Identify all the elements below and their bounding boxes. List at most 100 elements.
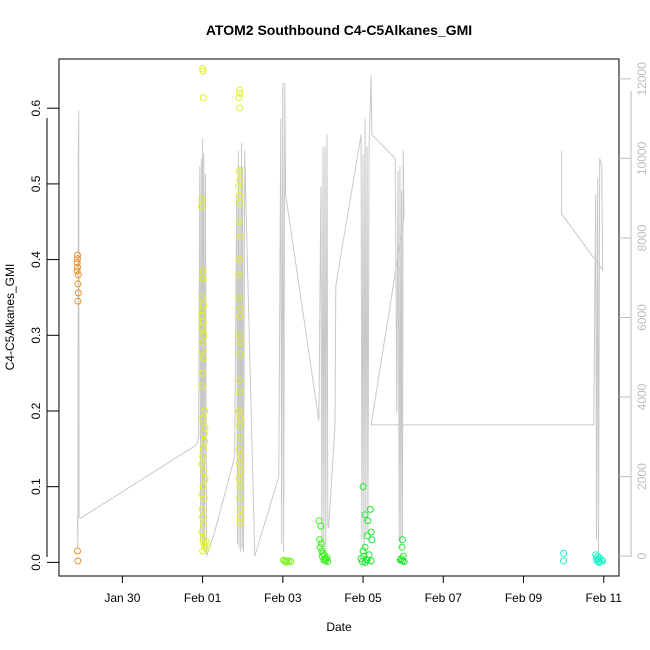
x-axis-label: Date <box>326 620 352 634</box>
altitude-trace <box>77 74 604 557</box>
data-point <box>199 354 207 362</box>
data-point <box>236 104 243 112</box>
data-point <box>236 452 244 460</box>
data-point <box>199 369 207 377</box>
data-point <box>199 275 207 282</box>
data-point <box>364 517 372 525</box>
data-point <box>199 536 207 544</box>
data-point <box>236 256 243 264</box>
x-tick-label: Feb 09 <box>505 591 543 605</box>
data-point <box>363 556 371 564</box>
data-point <box>198 195 206 203</box>
y2-tick-label: 12000 <box>635 62 649 96</box>
data-point <box>74 263 81 271</box>
data-point <box>596 558 604 566</box>
data-point <box>74 271 82 279</box>
data-point <box>198 528 206 536</box>
y-tick-label: 0.0 <box>29 554 43 571</box>
x-tick-label: Feb 05 <box>344 591 382 605</box>
data-point <box>236 312 244 320</box>
x-axis: Jan 30 Feb 01 Feb 03 Feb 05 Feb 07 Feb 09 Feb … <box>104 575 623 605</box>
data-point <box>237 468 245 475</box>
data-point <box>280 556 288 564</box>
data-point <box>236 494 243 502</box>
data-point <box>362 555 370 563</box>
data-point <box>73 259 81 267</box>
data-point <box>235 167 243 175</box>
data-point <box>400 558 408 566</box>
x-tick-label: Jan 30 <box>104 591 140 605</box>
data-point <box>199 415 207 423</box>
data-point <box>363 532 371 540</box>
data-point <box>236 415 244 423</box>
chart-title: ATOM2 Southbound C4-C5Alkanes_GMI <box>206 22 472 38</box>
y2-tick-label: 4000 <box>635 383 649 410</box>
data-point <box>236 305 244 313</box>
data-point <box>317 522 325 530</box>
data-point <box>236 460 243 468</box>
y-tick-label: 0.2 <box>29 402 43 419</box>
data-point <box>236 483 244 491</box>
data-point <box>361 543 369 551</box>
y2-tick-label: 6000 <box>635 304 649 331</box>
y2-tick-label: 8000 <box>635 224 649 251</box>
data-point <box>199 547 207 555</box>
data-point <box>398 543 406 551</box>
data-point <box>235 407 243 415</box>
data-point <box>198 460 206 468</box>
data-point <box>199 94 207 102</box>
data-point <box>359 547 367 555</box>
data-point <box>595 558 603 566</box>
data-point <box>73 267 81 275</box>
data-point <box>200 494 208 502</box>
data-point <box>198 293 206 301</box>
data-point <box>236 350 244 358</box>
x-tick-label: Feb 11 <box>586 591 623 605</box>
data-point <box>237 339 245 347</box>
x-tick-label: Feb 01 <box>184 591 222 605</box>
y-tick-label: 0.4 <box>29 251 43 268</box>
y-axis-label: C4-C5Alkanes_GMI <box>3 264 17 371</box>
data-point <box>200 430 208 438</box>
data-point <box>199 452 207 460</box>
data-point <box>235 475 243 483</box>
data-point <box>235 182 243 190</box>
data-point <box>74 547 81 555</box>
data-point <box>201 475 209 483</box>
y-tick-label: 0.3 <box>29 327 43 344</box>
data-point <box>358 558 366 566</box>
data-point <box>236 191 243 199</box>
data-point <box>235 445 243 453</box>
data-point <box>361 511 369 519</box>
data-point <box>199 513 207 521</box>
x-tick-label: Feb 03 <box>264 591 302 605</box>
y-tick-label: 0.5 <box>29 175 43 192</box>
data-point <box>235 293 243 301</box>
data-point <box>200 331 208 339</box>
data-point <box>200 468 208 475</box>
data-point <box>283 557 291 565</box>
data-point <box>74 557 82 565</box>
data-point <box>74 251 81 259</box>
data-point <box>361 558 369 566</box>
data-point <box>235 94 243 102</box>
data-point <box>203 543 211 551</box>
data-point <box>236 422 243 430</box>
data-point <box>198 346 206 354</box>
data-point <box>236 388 244 396</box>
data-point <box>560 557 568 565</box>
data-point <box>560 549 568 557</box>
y-axis-left: 0.0 0.1 0.2 0.3 0.4 0.5 0.6 <box>29 100 59 571</box>
data-point <box>235 271 243 279</box>
data-point <box>316 536 324 544</box>
plot-frame <box>58 58 620 577</box>
data-point <box>201 407 209 415</box>
altitude-line <box>77 74 604 557</box>
data-point <box>198 324 206 332</box>
data-point <box>199 67 207 75</box>
data-point <box>236 86 243 94</box>
data-point <box>199 339 207 347</box>
data-point <box>367 528 375 536</box>
data-point <box>316 543 324 551</box>
